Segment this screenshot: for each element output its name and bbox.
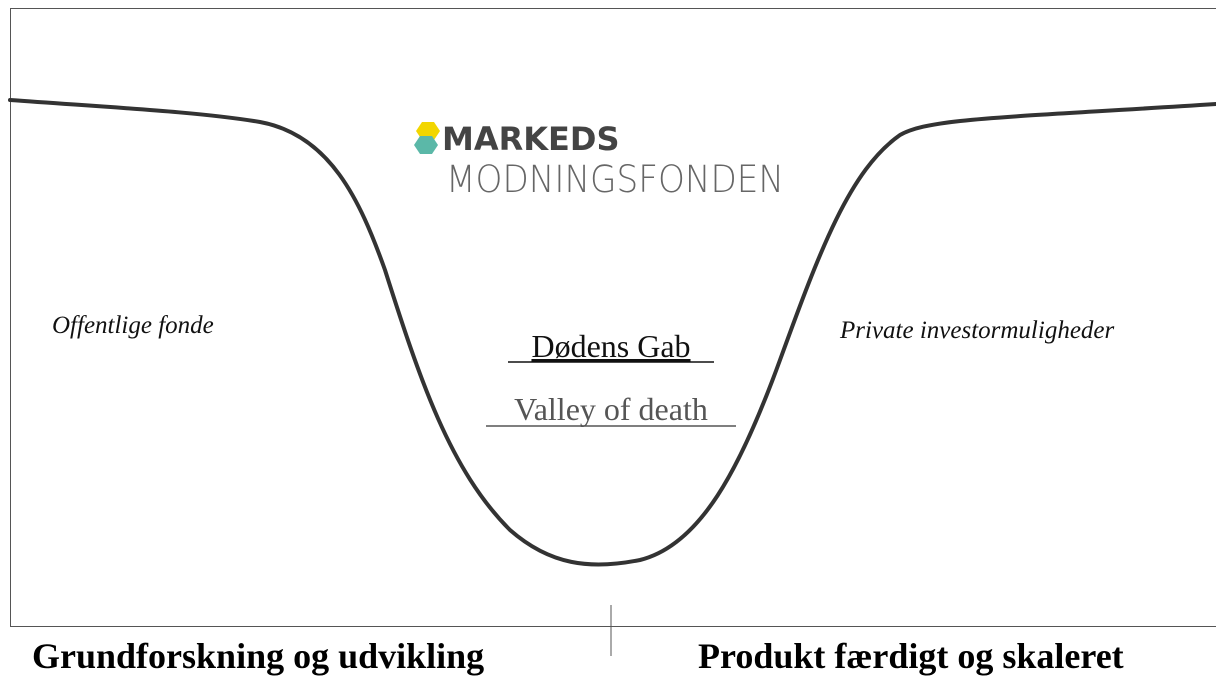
valley-curve xyxy=(8,98,1216,567)
logo-line2: MODNINGSFONDEN xyxy=(446,158,784,201)
label-center-da: Dødens Gab xyxy=(531,328,690,364)
logo-hex-yellow xyxy=(416,122,440,140)
logo-hex-teal xyxy=(414,136,438,154)
label-center-en: Valley of death xyxy=(514,391,708,427)
footer-right: Produkt færdigt og skaleret xyxy=(698,636,1124,676)
logo-line1: MARKEDS xyxy=(442,120,620,158)
label-left: Offentlige fonde xyxy=(52,312,214,339)
frame xyxy=(10,8,1216,627)
label-right: Private investormuligheder xyxy=(839,317,1115,344)
footer-left: Grundforskning og udvikling xyxy=(32,636,484,676)
